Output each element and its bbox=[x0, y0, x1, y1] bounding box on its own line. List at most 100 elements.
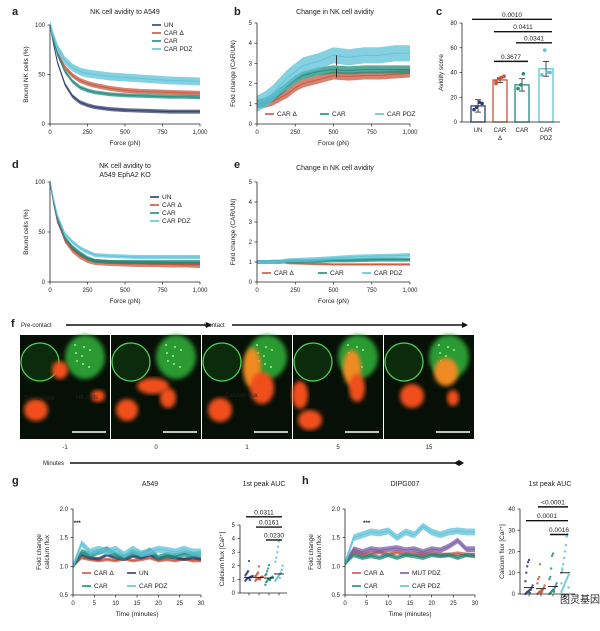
y-tick-label: 40 bbox=[450, 71, 457, 77]
data-point bbox=[542, 48, 547, 53]
data-point bbox=[560, 582, 563, 585]
x-tick-label: 500 bbox=[328, 288, 339, 294]
data-point bbox=[538, 563, 542, 566]
time-label: 15 bbox=[426, 445, 433, 451]
data-point bbox=[502, 74, 506, 79]
panel-f-microscopy: Pre-contact Contact Minutes bbox=[20, 322, 474, 467]
x-tick-label: 10 bbox=[112, 601, 119, 607]
y-tick-label: 1 bbox=[249, 102, 253, 108]
minutes-arrowhead bbox=[454, 460, 464, 466]
nk-cell bbox=[349, 374, 365, 402]
data-point bbox=[521, 71, 526, 76]
speckle bbox=[89, 349, 91, 351]
data-point bbox=[526, 560, 530, 564]
y-axis-label: Avidity score bbox=[438, 54, 445, 91]
watermark: 图灵基因 bbox=[560, 593, 600, 606]
data-point bbox=[545, 70, 550, 75]
tumor-cell-ring bbox=[111, 342, 151, 382]
speckle bbox=[172, 355, 174, 357]
legend-label: CAR Δ bbox=[162, 202, 183, 209]
data-point bbox=[537, 577, 540, 581]
category-label: CAR bbox=[494, 128, 507, 134]
series-line-b-2 bbox=[256, 52, 410, 105]
y-tick-label: 1 bbox=[232, 577, 236, 583]
microscopy-frame bbox=[202, 335, 292, 439]
chart-title: Change in NK cell avidity bbox=[296, 165, 374, 172]
significance-label: 0.0411 bbox=[513, 24, 533, 31]
x-tick-label: 15 bbox=[134, 601, 141, 607]
significance-label: 0.0010 bbox=[502, 12, 522, 19]
chart-h bbox=[342, 508, 476, 598]
x-axis-label: Force (pN) bbox=[318, 298, 349, 305]
x-tick-label: 1,000 bbox=[192, 288, 208, 294]
chart-a bbox=[47, 21, 201, 127]
speckle bbox=[265, 346, 267, 348]
series-line-d-3 bbox=[49, 181, 200, 258]
legend-label: UN bbox=[139, 570, 149, 577]
y-axis-label: Fold change (CAR/UN) bbox=[230, 40, 237, 107]
data-point bbox=[542, 586, 545, 589]
speckle bbox=[173, 363, 175, 365]
speckle bbox=[81, 355, 83, 357]
data-point bbox=[499, 75, 504, 80]
tumor-cell-ring bbox=[384, 342, 424, 382]
bar bbox=[538, 68, 554, 123]
legend-label: CAR bbox=[330, 270, 344, 277]
speckle bbox=[179, 366, 181, 368]
data-point bbox=[496, 76, 501, 81]
tumor-cell-ring bbox=[20, 342, 60, 382]
significance-label: 0.3677 bbox=[501, 54, 521, 61]
speckle bbox=[75, 352, 77, 354]
data-point bbox=[555, 582, 558, 585]
y-tick-label: 0 bbox=[42, 122, 46, 128]
y-tick-label: 0 bbox=[232, 591, 236, 597]
bar bbox=[492, 79, 508, 123]
series-band-b-0 bbox=[257, 69, 410, 108]
chart-title: Change in NK cell avidity bbox=[296, 9, 374, 16]
tumor-cells-label: Tumor cells bbox=[24, 396, 55, 402]
y-tick-label: 1.0 bbox=[60, 564, 69, 570]
data-point bbox=[552, 588, 556, 591]
y-axis-label: Fold change bbox=[308, 534, 315, 570]
series-band-b-2 bbox=[257, 45, 410, 112]
chart-title: NK cell avidity to bbox=[99, 163, 151, 170]
y-tick-label: 0 bbox=[512, 592, 516, 598]
speckle bbox=[270, 366, 272, 368]
data-point bbox=[274, 560, 277, 563]
legend-label: CAR PDZ bbox=[139, 583, 168, 590]
speckle bbox=[76, 360, 78, 362]
significance-label: 0.0161 bbox=[259, 520, 279, 527]
speckle bbox=[83, 346, 85, 348]
data-point bbox=[277, 540, 281, 543]
y-tick-label: 5 bbox=[232, 523, 236, 529]
data-point bbox=[528, 591, 532, 595]
data-point bbox=[531, 584, 534, 587]
x-tick-label: 500 bbox=[120, 130, 131, 136]
nk-cell bbox=[208, 398, 232, 422]
microscopy-frame bbox=[384, 335, 474, 439]
x-tick-label: 25 bbox=[176, 601, 183, 607]
data-point bbox=[266, 567, 270, 570]
data-point bbox=[280, 568, 283, 572]
significance-label: <0.0001 bbox=[541, 499, 565, 506]
series-line-a-3 bbox=[49, 24, 201, 82]
data-point bbox=[525, 571, 528, 574]
x-tick-label: 0 bbox=[71, 601, 75, 607]
data-point bbox=[529, 588, 532, 591]
data-point bbox=[276, 551, 279, 554]
panel-label-a: a bbox=[12, 6, 19, 18]
x-axis-label: Force (pN) bbox=[109, 140, 140, 147]
data-point bbox=[561, 588, 564, 591]
x-tick-label: 500 bbox=[120, 288, 131, 294]
data-point bbox=[562, 563, 565, 566]
x-tick-label: 500 bbox=[328, 130, 339, 136]
y-tick-label: 5 bbox=[249, 21, 253, 27]
tumor-cell-body bbox=[65, 335, 105, 379]
data-point bbox=[548, 70, 552, 75]
speckle bbox=[362, 349, 364, 351]
x-tick-label: 0 bbox=[255, 130, 259, 136]
legend-label: CAR Δ bbox=[277, 111, 298, 118]
chart-title: 1st peak AUC bbox=[529, 481, 572, 488]
data-point bbox=[279, 571, 282, 574]
legend-label: CAR bbox=[164, 38, 178, 45]
